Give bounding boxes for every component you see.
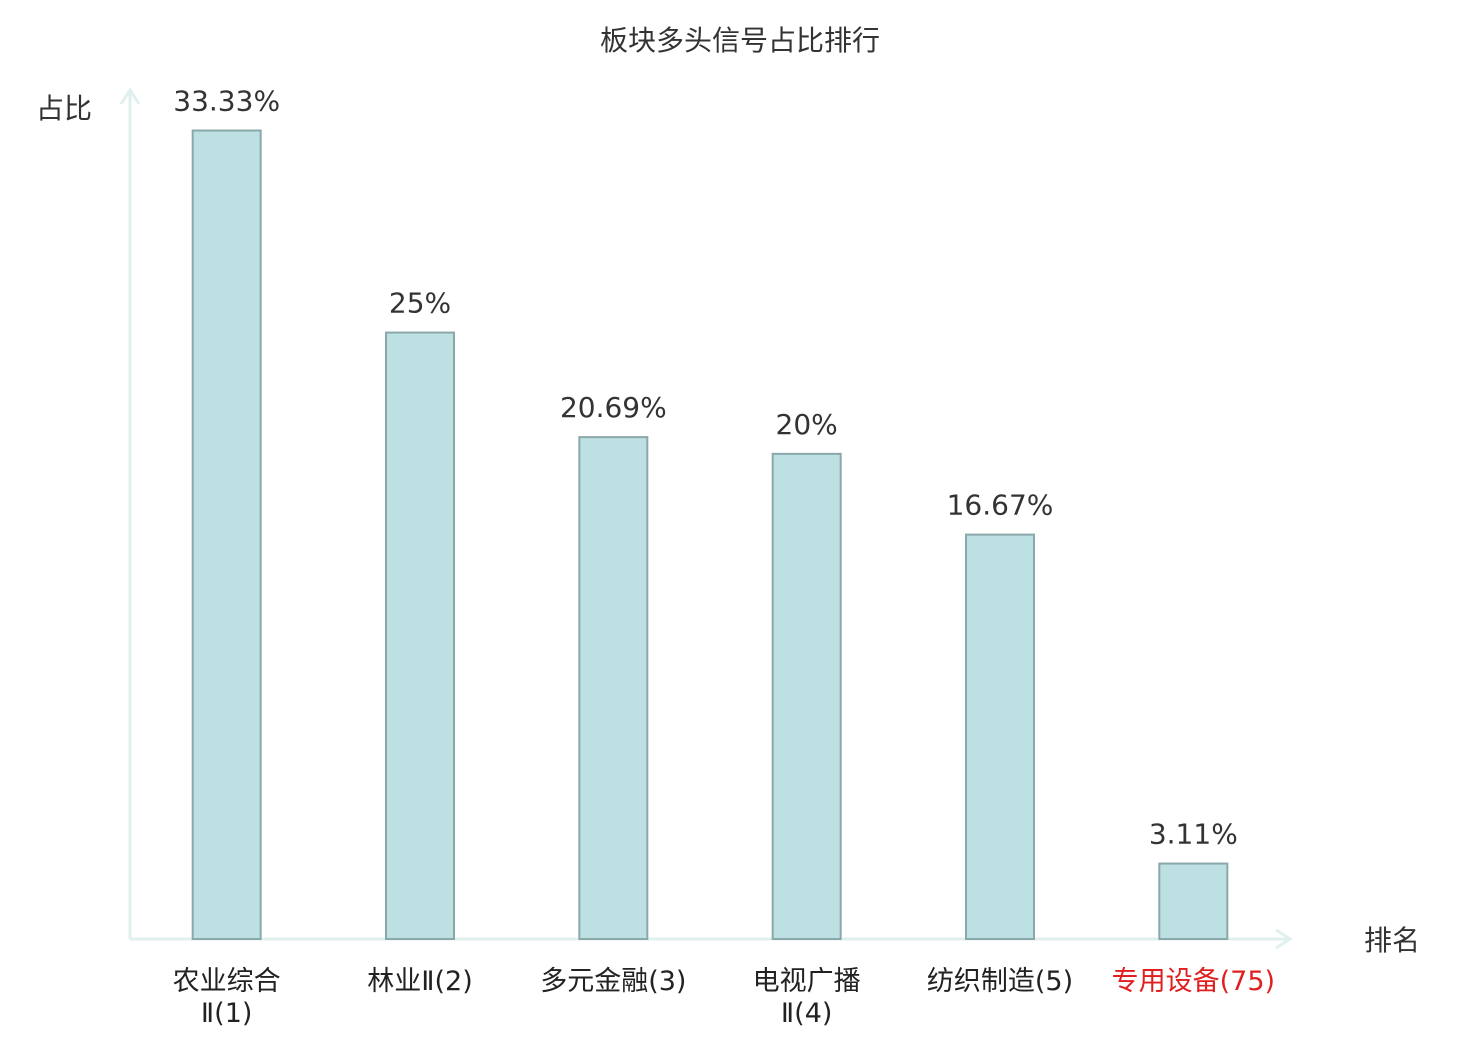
value-label: 16.67% bbox=[947, 489, 1054, 522]
x-tick-label: 专用设备(75) bbox=[1111, 966, 1276, 997]
bar bbox=[965, 533, 1035, 940]
bar bbox=[385, 331, 455, 941]
bar bbox=[771, 452, 842, 940]
x-tick-label: 林业Ⅱ(2) bbox=[367, 966, 473, 997]
value-label: 20.69% bbox=[560, 391, 667, 424]
x-axis-arrow bbox=[1275, 928, 1293, 950]
x-axis-label: 排名 bbox=[1364, 924, 1420, 957]
bar bbox=[1158, 862, 1229, 941]
bar bbox=[191, 129, 262, 941]
value-label: 3.11% bbox=[1149, 818, 1238, 851]
value-label: 20% bbox=[776, 408, 838, 441]
y-axis-label: 占比 bbox=[36, 92, 92, 125]
value-label: 33.33% bbox=[173, 85, 280, 118]
x-tick-label: 纺织制造(5) bbox=[926, 966, 1074, 997]
x-tick-label: 电视广播 Ⅱ(4) bbox=[752, 966, 861, 1029]
value-label: 25% bbox=[389, 287, 451, 320]
bar bbox=[578, 436, 649, 940]
y-axis-arrow bbox=[119, 87, 141, 105]
x-tick-label: 农业综合 Ⅱ(1) bbox=[172, 966, 281, 1029]
chart-title: 板块多头信号占比排行 bbox=[600, 24, 880, 57]
x-tick-label: 多元金融(3) bbox=[540, 966, 687, 997]
